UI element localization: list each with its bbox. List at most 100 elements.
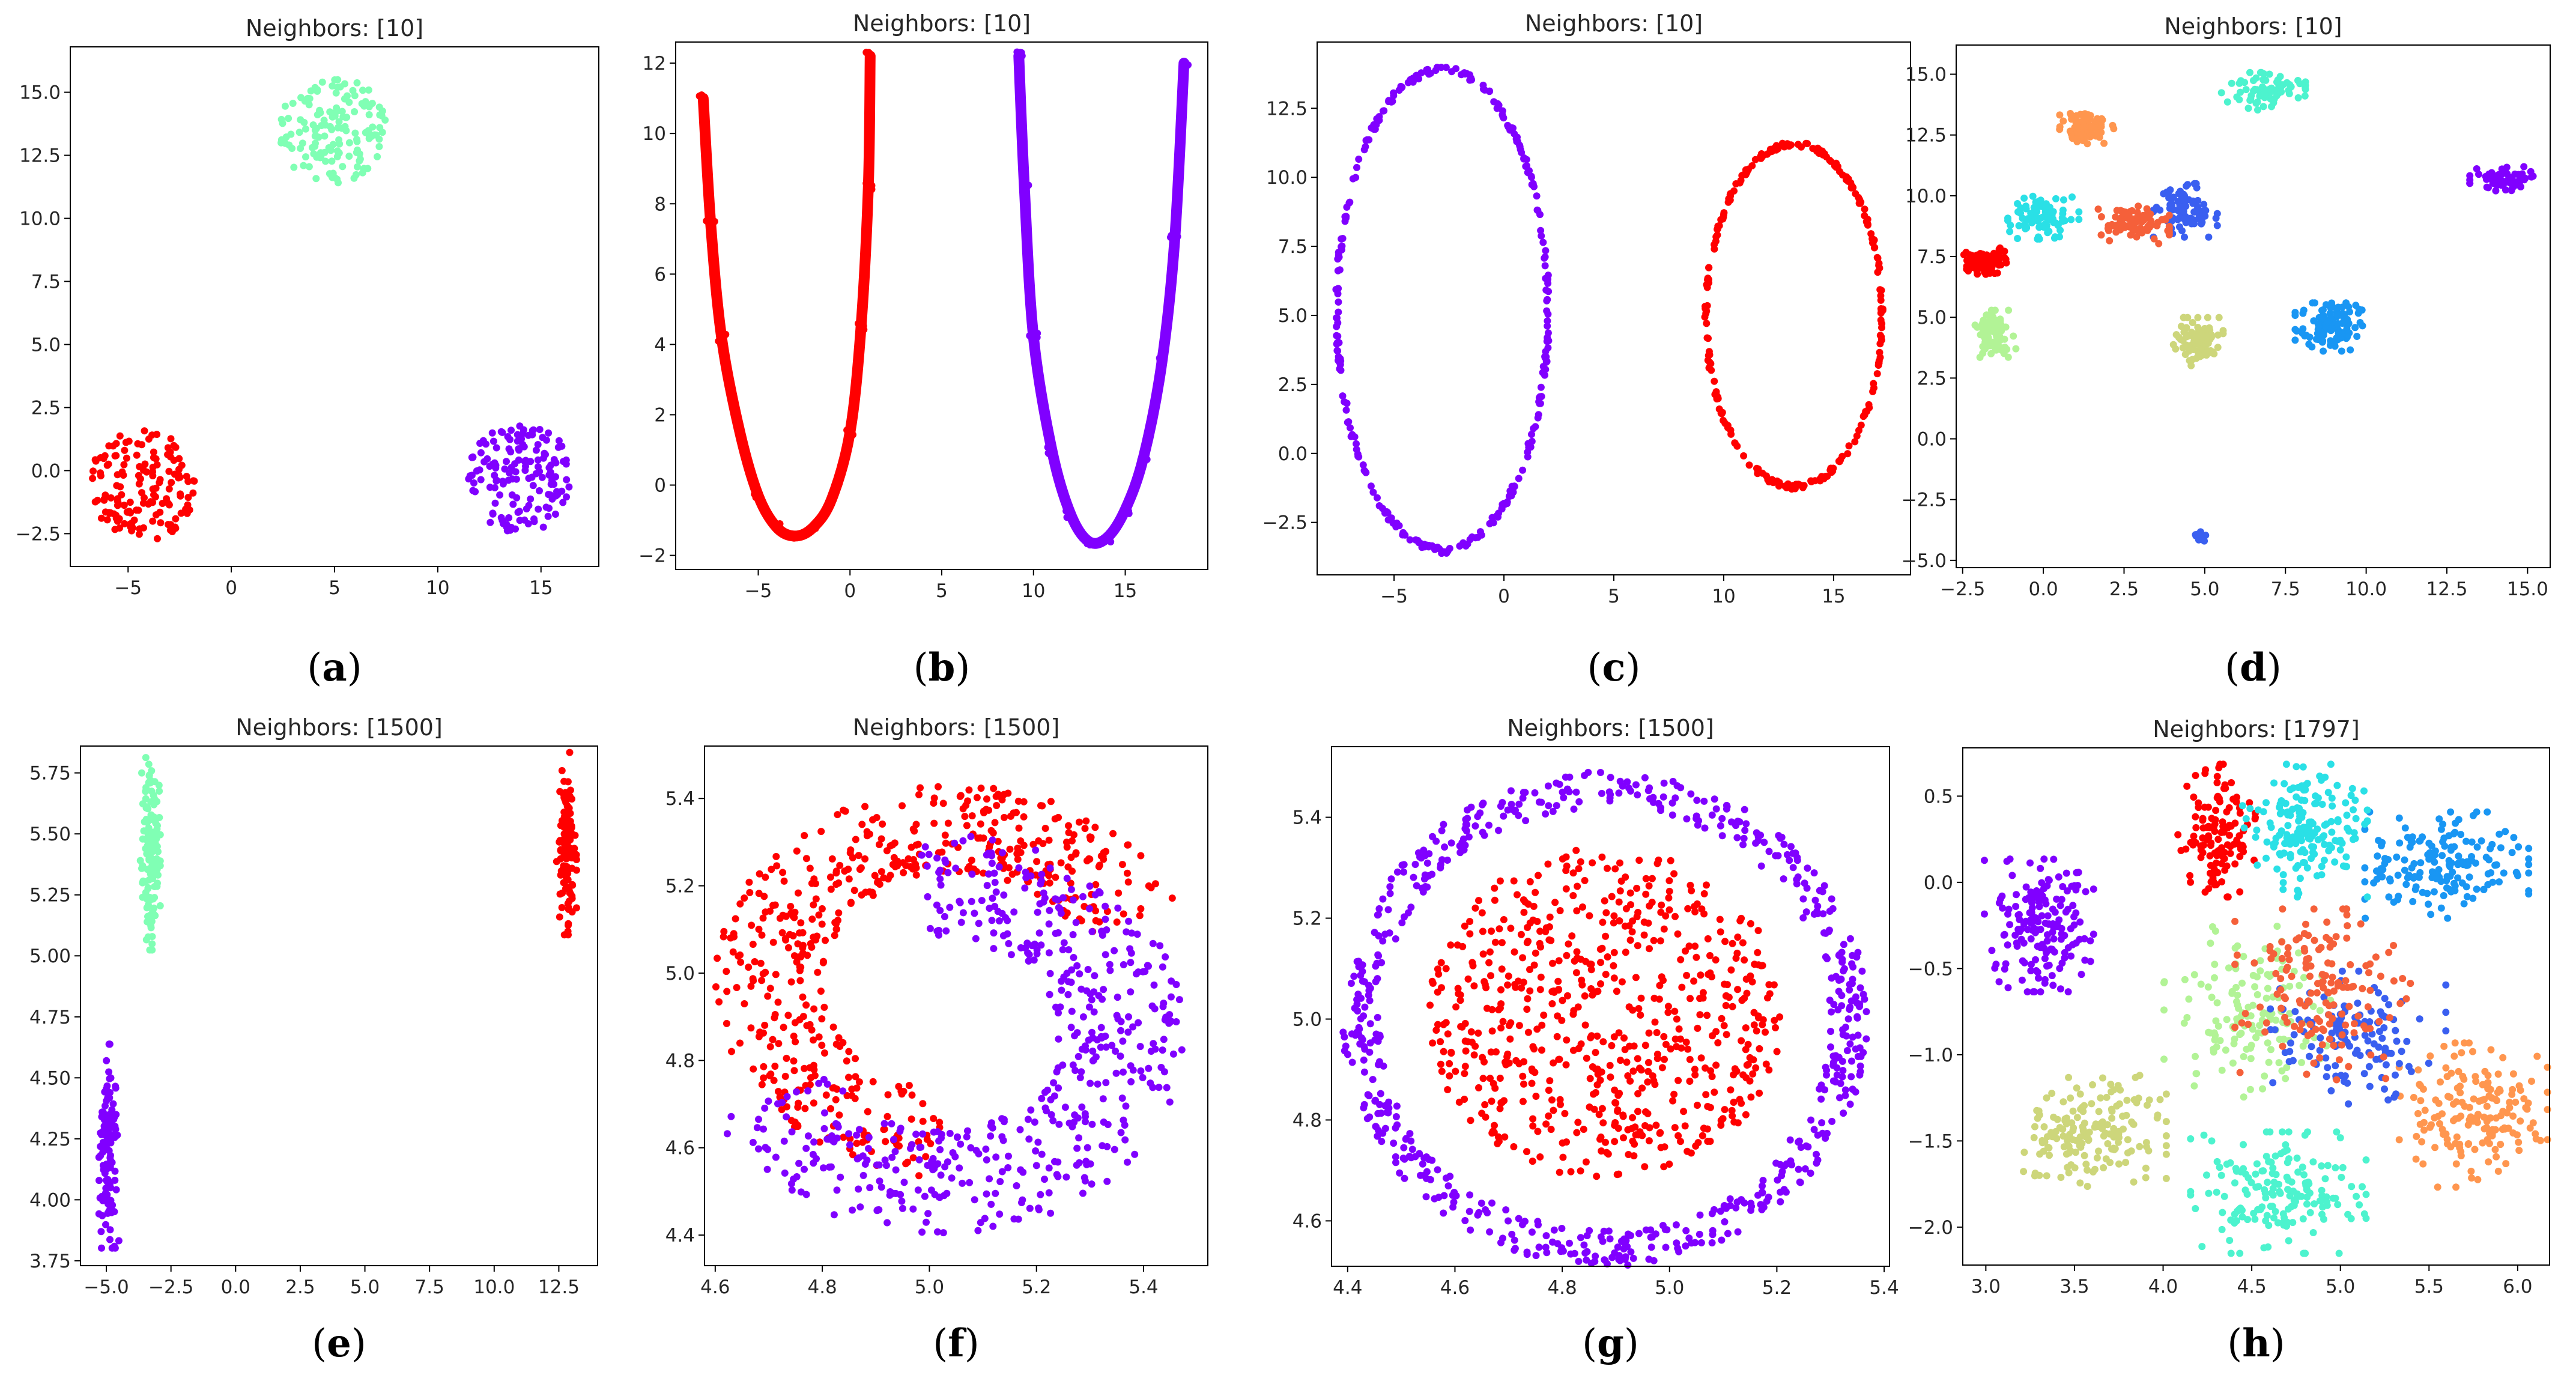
point [898,1197,906,1205]
point [989,1222,997,1230]
point [1465,1207,1473,1215]
point [1633,884,1641,892]
point [2276,73,2284,80]
point [1862,1035,1870,1043]
series-inner-disk [1426,846,1784,1180]
point [796,963,804,971]
point [1381,509,1389,517]
point [103,516,111,524]
point [341,95,348,103]
point [1741,827,1749,834]
point [2113,207,2121,214]
point [103,1191,111,1198]
point [1778,139,1786,147]
point [902,1160,910,1168]
point [832,920,840,927]
point [1656,937,1664,945]
x-tick-label: 2.5 [2109,578,2139,600]
point [1067,979,1075,986]
point [1702,1064,1709,1072]
point [749,1138,757,1146]
point [1515,800,1523,808]
point [2104,225,2112,232]
point [1696,1011,1704,1019]
point [156,479,163,487]
point [1432,837,1440,845]
point [2067,216,2075,223]
point [135,506,142,514]
point [1139,1074,1147,1081]
point [1693,797,1701,804]
point [102,508,109,516]
point [1607,791,1614,798]
x-tick-label: 5.4 [1129,1276,1158,1298]
point [1545,923,1553,930]
point [826,873,834,881]
point [1022,869,1029,876]
point [895,1082,903,1090]
point [1691,942,1699,950]
point [1533,192,1541,200]
x-tick-label: 10 [426,577,449,599]
point [802,1001,810,1009]
point [1820,882,1828,890]
point [113,482,121,490]
point [1983,311,1990,319]
series-digit-8 [2169,314,2227,369]
point [111,1167,119,1175]
point [732,915,739,923]
point [832,881,840,888]
point [977,820,984,828]
point [1440,1192,1448,1200]
point [1615,1170,1623,1178]
point [1168,977,1175,985]
point [772,852,780,860]
point [1712,956,1720,964]
point [783,1113,790,1121]
point [2093,115,2101,123]
point [492,464,500,472]
point [1386,929,1393,937]
point [899,1204,906,1212]
point [831,932,838,939]
point [365,111,373,118]
point [2032,198,2040,206]
point [1063,514,1071,521]
point [1501,1133,1509,1141]
point [1680,1108,1688,1115]
point [545,505,553,512]
point [532,446,540,454]
point [1783,484,1790,491]
point [1877,316,1885,324]
point [962,801,970,809]
caption-letter: f [948,1321,966,1366]
point [864,1108,871,1115]
point [1971,321,1979,329]
point [1041,1176,1048,1183]
point [1333,332,1341,339]
point [1488,514,1496,521]
point [1037,1191,1044,1198]
point [1386,890,1394,897]
point [311,142,319,150]
point [1739,841,1747,849]
point [523,505,530,513]
point [1844,450,1852,458]
point [1987,320,1995,327]
x-tick-label: 5 [936,580,948,602]
point [1818,1119,1826,1127]
point [2347,346,2354,354]
point [1452,65,1459,73]
point [847,899,855,906]
point [2094,205,2102,213]
point [1651,1081,1659,1088]
point [2318,306,2326,314]
point [2067,952,2075,960]
point [1736,818,1744,826]
point [1702,1091,1710,1099]
point [1334,347,1342,355]
point [1759,1188,1766,1196]
point [1718,410,1726,417]
point [830,1211,838,1219]
point [2327,327,2335,335]
